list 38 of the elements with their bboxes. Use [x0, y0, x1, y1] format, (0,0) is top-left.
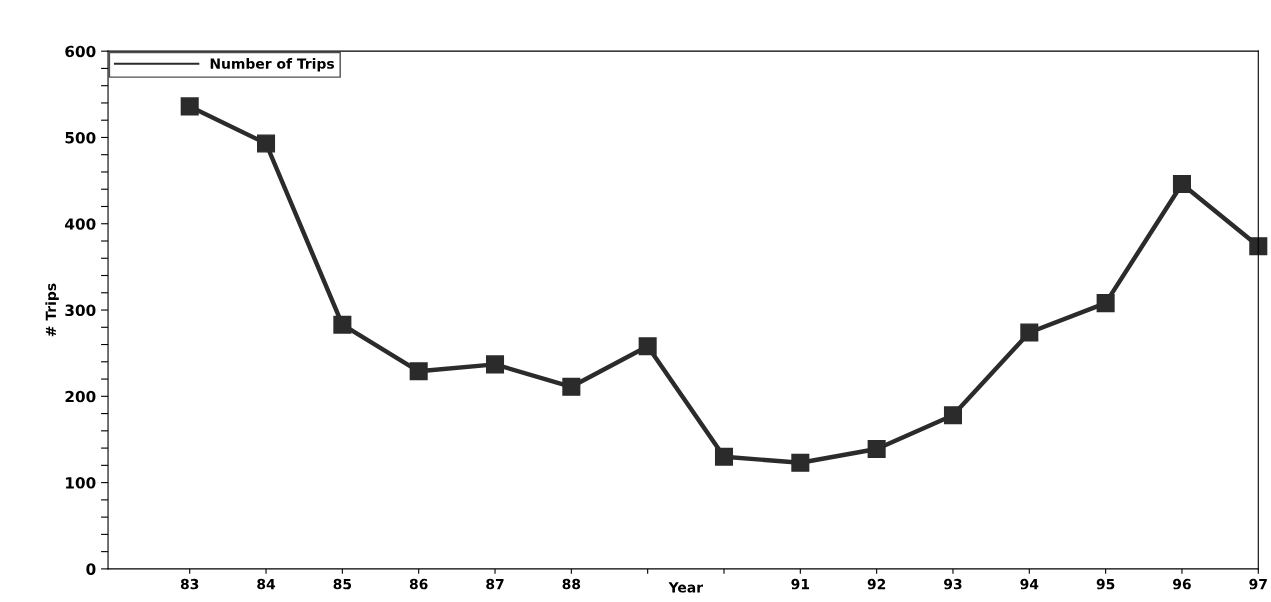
point: [562, 377, 581, 396]
point: [485, 355, 505, 374]
point: [1096, 294, 1115, 313]
y-tick-label: 600: [65, 45, 96, 58]
x-tick-label: 96: [1173, 578, 1191, 590]
x-tick-label: 94: [1020, 578, 1039, 590]
point: [638, 337, 657, 356]
x-tick-label: 86: [409, 578, 428, 590]
point: [333, 315, 352, 334]
y-tick-label: 300: [65, 304, 96, 317]
x-tick-label: 97: [1249, 578, 1267, 590]
x-tick-label: 93: [944, 578, 962, 590]
point: [1249, 237, 1268, 256]
point: [409, 362, 428, 381]
point: [943, 406, 963, 425]
y-axis-title: # Trips: [45, 283, 59, 337]
point: [1172, 175, 1191, 194]
y-tick-label: 400: [65, 218, 96, 230]
x-tick-label: 95: [1096, 578, 1115, 590]
point: [1020, 323, 1039, 342]
x-tick-label: 92: [867, 578, 886, 590]
point: [257, 134, 276, 153]
y-tick-label: 500: [65, 131, 96, 144]
x-axis-title: Year: [668, 582, 704, 593]
text: Number of Trips: [210, 58, 334, 72]
x-tick-label: 88: [562, 578, 581, 590]
point: [714, 447, 734, 466]
x-tick-label: 84: [257, 578, 276, 590]
x-tick-label: 83: [180, 578, 199, 590]
x-tick-label: 91: [791, 578, 810, 590]
x-tick-label: 87: [486, 578, 504, 590]
y-tick-label: 100: [66, 477, 96, 489]
point: [180, 97, 199, 116]
y-tick-label: 200: [65, 390, 96, 403]
point: [867, 439, 886, 458]
x-tick-label: 85: [333, 578, 352, 590]
point: [791, 453, 810, 472]
y-tick-label: 0: [86, 563, 96, 575]
